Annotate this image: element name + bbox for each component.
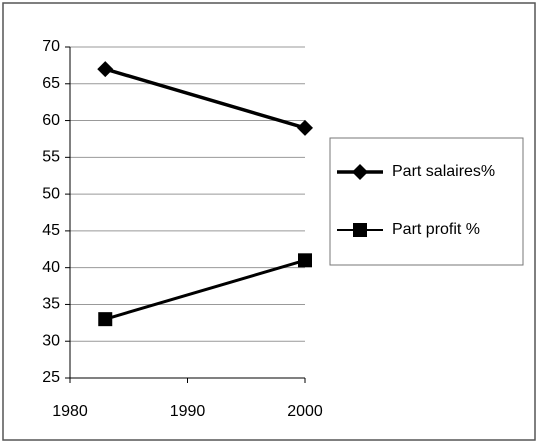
y-tick-label: 65: [42, 75, 60, 92]
marker: [353, 223, 367, 237]
y-tick-label: 35: [42, 296, 60, 313]
marker: [352, 164, 368, 180]
y-tick-label: 55: [42, 149, 60, 166]
line: [104, 258, 306, 321]
legend-label: Part profit %: [392, 221, 480, 238]
x-tick-label: 1980: [52, 403, 88, 420]
marker: [98, 312, 113, 327]
legend-label: Part salaires%: [392, 163, 495, 180]
marker: [97, 61, 114, 78]
y-tick-label: 60: [42, 112, 60, 129]
y-tick-label: 40: [42, 259, 60, 276]
y-tick-label: 50: [42, 185, 60, 202]
x-tick-label: 1990: [170, 403, 206, 420]
x-tick-label: 2000: [287, 403, 323, 420]
marker: [298, 253, 312, 268]
marker: [297, 119, 313, 136]
y-tick-label: 45: [42, 222, 60, 239]
y-tick-label: 30: [42, 332, 60, 349]
y-tick-label: 70: [42, 38, 60, 55]
legend-box: [329, 137, 524, 266]
y-tick-label: 25: [42, 369, 60, 386]
line: [104, 67, 306, 130]
